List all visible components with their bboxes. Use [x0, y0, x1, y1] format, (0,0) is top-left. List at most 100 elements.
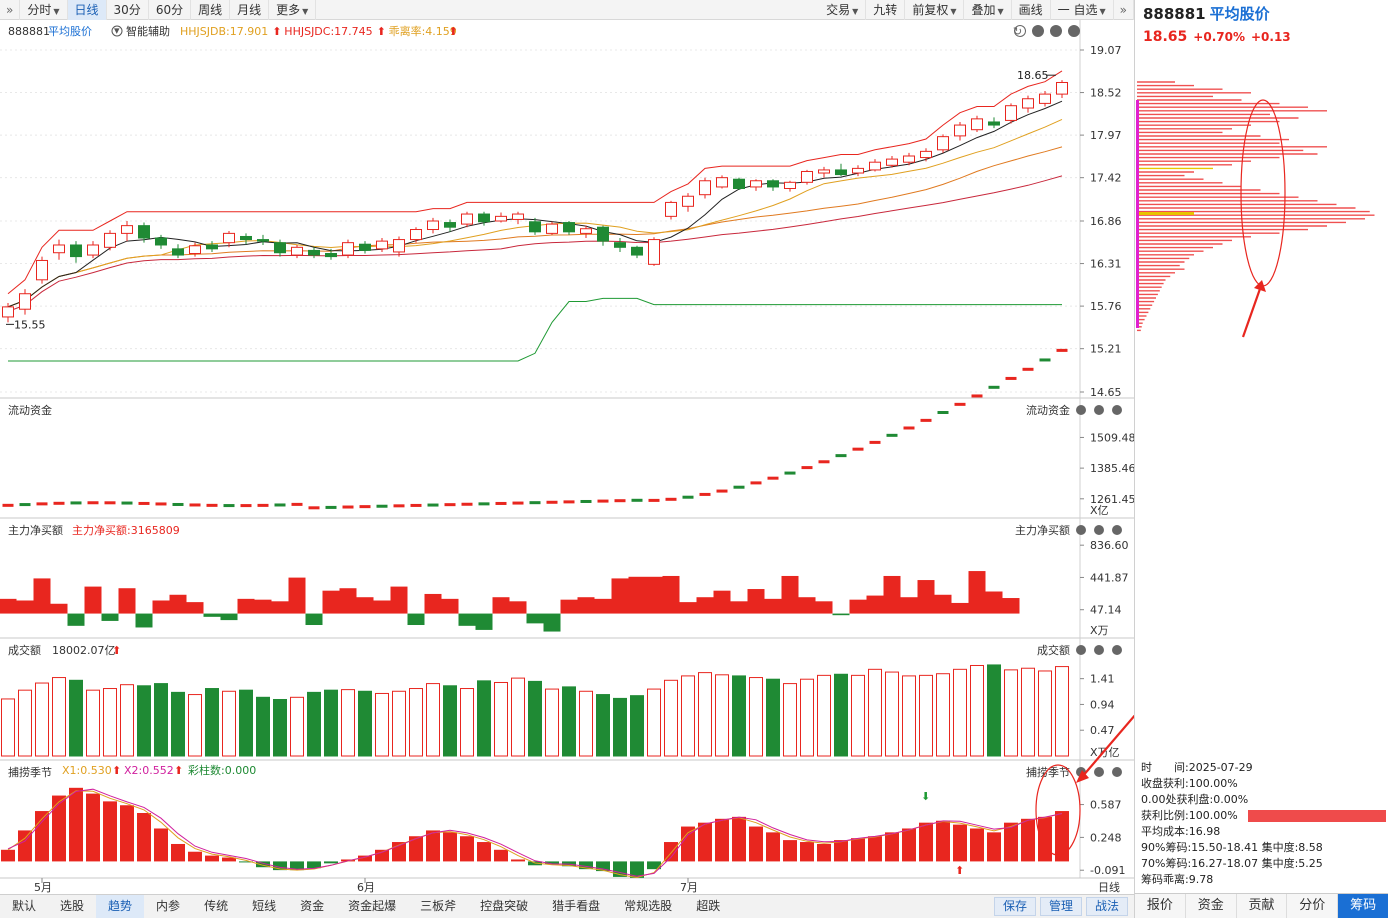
fund-bar	[189, 503, 201, 507]
mainforce-bar	[849, 599, 867, 614]
candle-body	[121, 225, 133, 234]
zoom-in-icon	[1032, 25, 1044, 37]
bottom-tab-1[interactable]: 选股	[60, 899, 85, 913]
bottom-button-2[interactable]: 战法	[1085, 897, 1128, 916]
toolbar-right-3[interactable]: 叠加 ▼	[964, 0, 1012, 20]
settings-icon	[1076, 645, 1086, 655]
right-panel-tabs: 报价 资金 贡献 分价 筹码	[1135, 893, 1388, 918]
bottom-tab-0[interactable]: 默认	[12, 899, 37, 913]
fund-bar	[478, 502, 490, 506]
fund-bar	[325, 505, 337, 509]
panel-title-right: 流动资金	[1026, 403, 1070, 417]
season-bar	[443, 832, 457, 862]
season-bar	[1055, 811, 1069, 862]
price-axis-label: 17.42	[1090, 172, 1122, 185]
chip-distribution-chart	[1136, 81, 1375, 338]
bottom-button-1[interactable]: 管理	[1039, 897, 1082, 916]
mainforce-bar	[832, 613, 850, 616]
toolbar-right-0[interactable]: 交易 ▼	[819, 0, 867, 20]
period-tab-4[interactable]: 周线	[191, 0, 231, 20]
candle-body	[563, 222, 575, 233]
x2-line	[7, 788, 1063, 877]
period-tab-2[interactable]: 30分	[107, 0, 149, 20]
mainforce-bar	[152, 600, 170, 614]
toolbar-right-2[interactable]: 前复权 ▼	[905, 0, 965, 20]
ma30-line	[7, 175, 1063, 312]
mainforce-bar	[237, 598, 255, 614]
volume-bar	[732, 675, 746, 757]
bottom-tab-3[interactable]: 内参	[156, 899, 181, 913]
mainforce-bar	[883, 575, 901, 614]
season-bar	[494, 849, 508, 862]
mainforce-bar	[594, 598, 612, 614]
help-icon	[1094, 767, 1104, 777]
bottom-tab-8[interactable]: 三板斧	[420, 899, 457, 913]
season-bar	[630, 861, 644, 878]
toolbar-right-4[interactable]: 画线	[1012, 0, 1051, 20]
volume-bar	[1, 698, 15, 757]
right-tab-3[interactable]: 分价	[1287, 894, 1339, 918]
bottom-button-0[interactable]: 保存	[993, 897, 1036, 916]
bottom-tab-12[interactable]: 超跌	[696, 899, 721, 913]
right-tab-0[interactable]: 报价	[1135, 894, 1186, 918]
up-arrow-icon: ⬆	[955, 864, 964, 877]
fund-bar	[733, 485, 745, 489]
right-tab-1[interactable]: 资金	[1185, 894, 1237, 918]
candle-body	[665, 201, 677, 217]
season-bar	[1004, 822, 1018, 862]
bottom-tab-6[interactable]: 资金	[300, 899, 325, 913]
period-tab-label: 周线	[198, 2, 223, 17]
toolbar-right-5[interactable]: 一 自选 ▼	[1051, 0, 1114, 20]
right-tab-2[interactable]: 贡献	[1236, 894, 1288, 918]
volume-bar	[681, 675, 695, 757]
mainforce-bar	[968, 571, 986, 614]
bottom-tab-7[interactable]: 资金起爆	[348, 899, 397, 913]
axis-label: 47.14	[1090, 604, 1122, 617]
panel-title-right: 捕捞季节	[1026, 765, 1070, 779]
volume-bar	[596, 694, 610, 757]
volume-bar	[18, 689, 32, 757]
candle-body	[716, 177, 728, 188]
period-tab-label: 更多	[276, 2, 301, 17]
candle-body	[359, 243, 371, 251]
bottom-tab-11[interactable]: 常规选股	[624, 899, 673, 913]
candle-body	[342, 242, 354, 256]
fund-bar	[104, 501, 116, 505]
volume-bar	[562, 686, 576, 757]
expand-icon[interactable]: »	[0, 0, 21, 20]
current-price: 18.65	[1143, 29, 1188, 45]
up-arrow-icon: ⬆	[449, 25, 458, 38]
mainforce-bar	[764, 598, 782, 614]
axis-label: 0.587	[1090, 799, 1122, 812]
toolbar-right-label: 前复权	[912, 2, 949, 17]
bottom-tab-2[interactable]: 趋势	[96, 895, 145, 918]
bottom-tab-5[interactable]: 短线	[252, 899, 277, 913]
period-tab-6[interactable]: 更多 ▼	[269, 0, 317, 20]
bottom-tab-9[interactable]: 控盘突破	[480, 899, 529, 913]
bottom-tab-4[interactable]: 传统	[204, 899, 229, 913]
low-price-label: 15.55	[14, 318, 46, 331]
candle-body	[699, 180, 711, 196]
volume-bar	[103, 688, 117, 757]
period-tab-1[interactable]: 日线	[67, 0, 107, 20]
period-tab-5[interactable]: 月线	[230, 0, 270, 20]
toolbar-right-1[interactable]: 九转	[866, 0, 906, 20]
volume-bar	[137, 685, 151, 757]
stock-code: 888881	[1143, 5, 1206, 23]
period-tab-0[interactable]: 分时 ▼	[20, 0, 68, 20]
fund-bar	[291, 502, 303, 506]
mainforce-bar	[730, 601, 748, 614]
zoom-out-icon	[1050, 25, 1062, 37]
help-icon	[1094, 405, 1104, 415]
season-bar	[511, 859, 525, 862]
mainforce-bar	[254, 599, 272, 614]
bottom-tab-10[interactable]: 猎手看盘	[552, 899, 601, 913]
panel-title-right: 主力净买额	[1015, 523, 1070, 537]
fund-bar	[495, 501, 507, 505]
period-tab-3[interactable]: 60分	[149, 0, 192, 20]
right-tab-4[interactable]: 筹码	[1338, 894, 1388, 918]
chevron-right-double-icon[interactable]: »	[1114, 0, 1134, 20]
indicator-value-1: HHJSJDC:17.745	[284, 25, 372, 38]
mainforce-bar	[492, 597, 510, 614]
